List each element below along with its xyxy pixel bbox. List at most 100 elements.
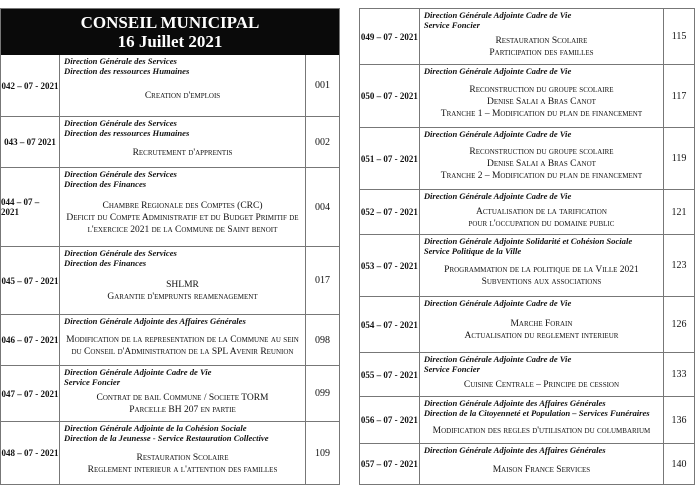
agenda-table-right: 049 – 07 - 2021 Direction Générale Adjoin… <box>359 8 695 485</box>
deliberation-number: 052 – 07 - 2021 <box>360 190 420 234</box>
page-number: 002 <box>315 136 330 148</box>
direction-label: Direction Générale Adjointe Cadre de Vie <box>423 191 572 201</box>
deliberation-number: 049 – 07 - 2021 <box>360 9 420 64</box>
page-number: 098 <box>315 334 330 346</box>
deliberation-subject: Chambre Regionale des Comptes (CRC) Defic… <box>64 189 305 246</box>
agenda-row: 045 – 07 - 2021 Direction Générale des Se… <box>1 246 339 314</box>
deliberation-number: 048 – 07 - 2021 <box>1 422 60 484</box>
subject-line: Reglement interieur a l'attention des fa… <box>87 464 278 475</box>
direction-label: Direction Générale Adjointe Solidarité e… <box>423 236 633 246</box>
deliberation-description: Direction Générale Adjointe Cadre de Vie… <box>420 297 665 352</box>
subject-line: Creation d'emplois <box>144 91 221 101</box>
agenda-row: 047 – 07 - 2021 Direction Générale Adjoin… <box>1 365 339 421</box>
agenda-row: 048 – 07 - 2021 Direction Générale Adjoin… <box>1 421 339 484</box>
subject-line: Restauration Scolaire <box>495 36 588 46</box>
deliberation-number: 051 – 07 - 2021 <box>360 128 420 189</box>
deliberation-subject: Restauration Scolaire Reglement interieur… <box>64 443 305 484</box>
deliberation-subject: Restauration Scolaire Participation des f… <box>424 30 663 64</box>
direction-label: Direction des ressources Humaines <box>64 66 190 76</box>
deliberation-subject: Marche Forain Actualisation du reglement … <box>424 308 663 352</box>
deliberation-number: 046 – 07 - 2021 <box>1 315 60 365</box>
agenda-row: 044 – 07 – 2021 Direction Générale des Se… <box>1 167 339 246</box>
meeting-date: 16 Juillet 2021 <box>117 32 223 51</box>
subject-line: Tranche 1 – Modification du plan de fina… <box>440 108 643 119</box>
document-title: CONSEIL MUNICIPAL <box>80 13 260 32</box>
deliberation-description: Direction Générale Adjointe Cadre de Vie… <box>60 366 306 421</box>
deliberation-subject: Contrat de bail Commune / Societe TORM Pa… <box>64 387 305 421</box>
subject-line: Denise Salai a Bras Canot <box>486 159 596 169</box>
direction-label: Direction de la Citoyenneté et Populatio… <box>423 408 650 418</box>
page-number: 119 <box>671 153 687 164</box>
subject-line: Programmation de la politique de la Vill… <box>444 265 639 275</box>
deliberation-description: Direction Générale Adjointe des Affaires… <box>420 444 665 484</box>
subject-line: Recrutement d'apprentis <box>132 147 233 158</box>
page-number: 136 <box>671 414 687 426</box>
subject-line: Parcelle BH 207 en partie <box>129 405 236 415</box>
deliberation-subject: Modification des regles d'utilisation du… <box>424 418 663 443</box>
page-number: 117 <box>671 90 687 102</box>
subject-line: Modification des regles d'utilisation du… <box>432 425 651 436</box>
deliberation-number: 054 – 07 - 2021 <box>360 297 420 352</box>
subject-line: du Conseil d'Administration de la SPL Av… <box>71 346 294 357</box>
deliberation-number: 055 – 07 - 2021 <box>360 353 420 396</box>
direction-label: Service Foncier <box>64 377 121 387</box>
deliberation-subject: Actualisation de la tarification pour l'o… <box>424 201 663 234</box>
direction-label: Direction Générale des Services <box>64 169 177 179</box>
direction-label: Direction Générale Adjointe de la Cohési… <box>64 423 247 433</box>
deliberation-number: 042 – 07 - 2021 <box>1 55 60 116</box>
direction-label: Direction des Finances <box>64 179 147 189</box>
page-number: 133 <box>671 369 687 380</box>
subject-line: Participation des familles <box>489 48 594 58</box>
deliberation-description: Direction Générale Adjointe Cadre de Vie… <box>420 9 665 64</box>
deliberation-description: Direction Générale Adjointe de la Cohési… <box>60 422 306 484</box>
document-header: CONSEIL MUNICIPAL 16 Juillet 2021 <box>1 9 339 55</box>
agenda-row: 053 – 07 - 2021 Direction Générale Adjoin… <box>360 234 694 296</box>
agenda-row: 049 – 07 - 2021 Direction Générale Adjoin… <box>360 9 694 64</box>
deliberation-description: Direction Générale des Services Direction… <box>60 168 306 246</box>
agenda-row: 043 – 07 2021 Direction Générale des Serv… <box>1 116 339 167</box>
direction-label: Direction Générale Adjointe Cadre de Vie <box>423 10 572 20</box>
agenda-row: 056 – 07 - 2021 Direction Générale Adjoin… <box>360 396 694 443</box>
subject-line: Deficit du Compte Administratif et du Bu… <box>66 212 299 223</box>
agenda-row: 050 – 07 - 2021 Direction Générale Adjoin… <box>360 64 694 127</box>
deliberation-subject: Creation d'emplois <box>64 76 305 116</box>
agenda-row: 046 – 07 - 2021 Direction Générale Adjoin… <box>1 314 339 365</box>
subject-line: Reconstruction du groupe scolaire <box>469 147 614 157</box>
direction-label: Direction Générale des Services <box>64 118 177 128</box>
page-number: 004 <box>315 201 330 213</box>
subject-line: Actualisation de la tarification <box>476 206 607 217</box>
deliberation-description: Direction Générale Adjointe des Affaires… <box>420 397 665 443</box>
direction-label: Service Politique de la Ville <box>423 246 522 256</box>
deliberation-description: Direction Générale Adjointe Cadre de Vie… <box>420 65 665 127</box>
deliberation-description: Direction Générale des Services Direction… <box>60 55 306 116</box>
deliberation-description: Direction Générale Adjointe Solidarité e… <box>420 235 665 296</box>
direction-label: Direction Générale Adjointe des Affaires… <box>64 316 246 326</box>
subject-line: Modification de la representation de la … <box>66 334 299 345</box>
deliberation-number: 053 – 07 - 2021 <box>360 235 420 296</box>
deliberation-subject: SHLMR Garantie d'emprunts reamenagement <box>64 268 305 314</box>
page-number: 109 <box>315 447 330 459</box>
direction-label: Direction Générale Adjointe Cadre de Vie <box>423 354 572 364</box>
subject-line: Garantie d'emprunts reamenagement <box>107 292 258 302</box>
deliberation-subject: Programmation de la politique de la Vill… <box>424 256 663 296</box>
page-number: 099 <box>315 388 330 399</box>
agenda-row: 057 – 07 - 2021 Direction Générale Adjoin… <box>360 443 694 484</box>
subject-line: SHLMR <box>166 280 199 290</box>
direction-label: Direction Générale des Services <box>64 248 177 258</box>
subject-line: Cuisine Centrale – Principe de cession <box>463 380 620 390</box>
subject-line: Tranche 2 – Modification du plan de fina… <box>440 171 643 181</box>
deliberation-subject: Reconstruction du groupe scolaire Denise … <box>424 76 663 127</box>
deliberation-number: 045 – 07 - 2021 <box>1 247 60 314</box>
subject-line: Subventions aux associations <box>481 277 602 287</box>
page-number: 123 <box>671 260 687 271</box>
agenda-row: 042 – 07 - 2021 Direction Générale des Se… <box>1 55 339 116</box>
subject-line: Actualisation du reglement interieur <box>464 331 619 341</box>
direction-label: Service Foncier <box>423 364 480 374</box>
direction-label: Direction Générale des Services <box>64 56 177 66</box>
agenda-row: 054 – 07 - 2021 Direction Générale Adjoin… <box>360 296 694 352</box>
deliberation-description: Direction Générale des Services Direction… <box>60 117 306 167</box>
deliberation-subject: Recrutement d'apprentis <box>64 138 305 167</box>
direction-label: Direction Générale Adjointe des Affaires… <box>423 398 606 408</box>
subject-line: Chambre Regionale des Comptes (CRC) <box>102 200 263 211</box>
direction-label: Direction Générale Adjointe Cadre de Vie <box>64 367 212 377</box>
